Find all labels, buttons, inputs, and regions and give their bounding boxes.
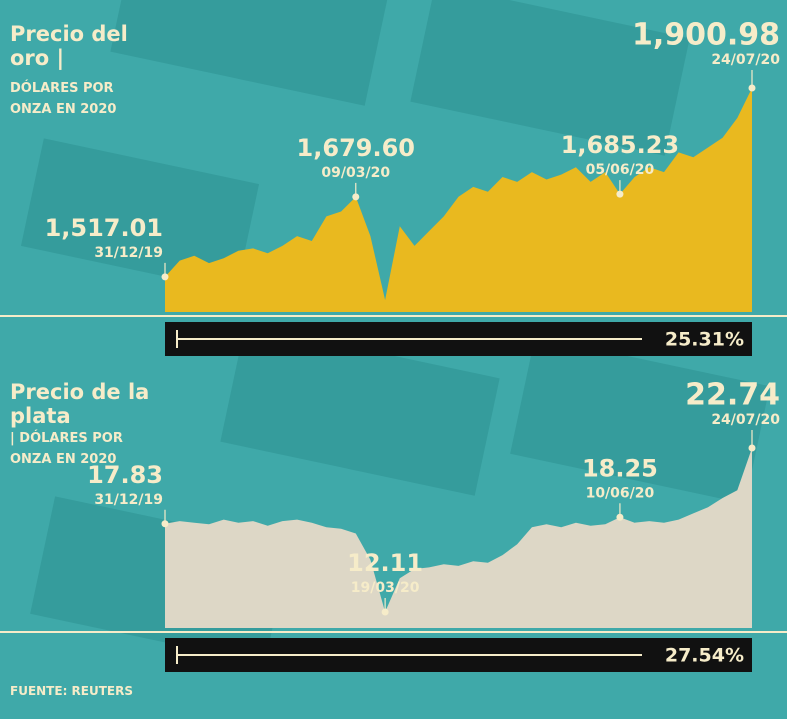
date-label: 10/06/20 [586, 485, 655, 501]
chart-subtitle: DÓLARES POR ONZA EN 2020 [10, 81, 117, 117]
value-label: 1,517.01 [45, 214, 163, 242]
bar-shape [20, 138, 260, 292]
point [161, 520, 169, 528]
date-label: 31/12/19 [94, 492, 163, 508]
value-label: 22.74 [685, 378, 780, 413]
value-label: 12.11 [347, 549, 423, 577]
date-label: 05/06/20 [586, 162, 655, 178]
area [165, 448, 752, 628]
point [748, 444, 756, 452]
chart-title: Precio del oro | [10, 22, 128, 70]
date-label: 24/07/20 [711, 412, 780, 428]
bar-shape [410, 0, 690, 156]
date-label: 31/12/19 [94, 245, 163, 261]
change-label: 27.54% [665, 645, 744, 667]
point [616, 190, 624, 198]
value-label: 18.25 [582, 454, 658, 482]
bar-shape [220, 324, 500, 496]
point [616, 513, 624, 521]
date-label: 24/07/20 [711, 52, 780, 68]
value-label: 1,679.60 [297, 134, 415, 162]
change-label: 25.31% [665, 329, 744, 351]
area [165, 88, 752, 312]
point [161, 273, 169, 281]
value-label: 1,685.23 [561, 131, 679, 159]
point [352, 193, 360, 201]
chart-title: Precio de la plata [10, 380, 150, 428]
value-label: 1,900.98 [632, 18, 780, 53]
value-label: 17.83 [87, 461, 163, 489]
chart-subtitle: | DÓLARES POR ONZA EN 2020 [10, 431, 123, 467]
point [381, 608, 389, 616]
bar-shape [110, 0, 390, 106]
date-label: 19/03/20 [351, 580, 420, 596]
source: FUENTE: REUTERS [10, 684, 133, 698]
date-label: 09/03/20 [321, 165, 390, 181]
bar-shape [510, 336, 770, 504]
point [748, 84, 756, 92]
